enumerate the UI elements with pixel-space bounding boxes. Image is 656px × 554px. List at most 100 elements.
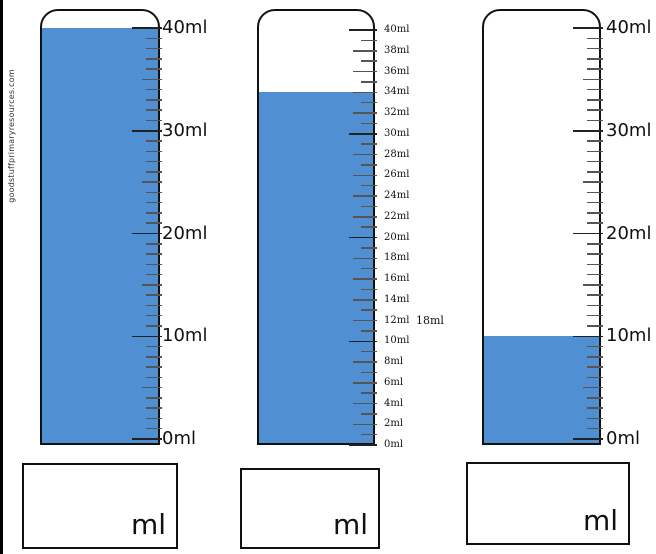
scale-tick [353, 423, 377, 425]
scale-tick [587, 119, 603, 122]
scale-tick [361, 143, 377, 145]
extra-scale-label: 18ml [416, 314, 444, 327]
scale-tick [146, 222, 162, 224]
scale-tick [353, 174, 377, 176]
scale-tick [353, 361, 377, 363]
scale-label: 40ml [606, 17, 652, 38]
scale-tick [361, 39, 377, 42]
scale-tick [146, 294, 162, 296]
scale-tick [587, 273, 603, 276]
scale-tick [132, 130, 162, 132]
scale-tick [587, 37, 603, 40]
scale-tick [587, 376, 603, 379]
scale-tick [361, 164, 377, 166]
scale-label: 2ml [384, 418, 404, 430]
scale-label: 38ml [384, 44, 410, 56]
scale-tick [587, 191, 603, 194]
scale-label: 40ml [384, 24, 410, 35]
scale-tick [146, 397, 162, 399]
scale-label: 10ml [384, 335, 410, 347]
scale-tick [587, 88, 603, 91]
scale-label: 28ml [384, 148, 410, 160]
scale-tick [142, 284, 162, 286]
measuring-cylinder-a [40, 9, 160, 445]
scale-tick [146, 304, 162, 307]
scale-tick [146, 243, 162, 245]
scale-label: 4ml [384, 397, 404, 409]
answer-box-a[interactable]: ml [22, 463, 178, 549]
scale-tick [583, 78, 603, 81]
answer-unit-label: ml [332, 508, 368, 541]
scale-tick [146, 160, 162, 163]
scale-tick [353, 70, 377, 73]
scale-label: 26ml [384, 169, 410, 181]
watermark: goodstuffprimaryresources.com [7, 69, 16, 203]
scale-tick [146, 99, 162, 101]
scale-label: 34ml [384, 86, 410, 98]
scale-tick [146, 273, 162, 276]
scale-tick [361, 184, 377, 187]
scale-label: 20ml [162, 222, 208, 244]
scale-tick [349, 236, 377, 239]
liquid-level [259, 92, 373, 443]
scale-tick [353, 216, 377, 218]
measuring-cylinder-c [482, 9, 601, 445]
scale-tick [146, 58, 162, 60]
scale-tick [353, 195, 377, 197]
scale-tick [573, 27, 603, 29]
liquid-level [42, 28, 158, 443]
scale-tick [146, 366, 162, 368]
scale-tick [587, 150, 603, 153]
scale-tick [146, 253, 162, 255]
scale-label: 6ml [384, 376, 404, 388]
scale-tick [361, 247, 377, 249]
scale-tick [146, 171, 162, 173]
scale-tick [587, 294, 603, 296]
measuring-cylinder-b [257, 9, 375, 445]
scale-tick [146, 37, 162, 40]
scale-tick [361, 101, 377, 104]
scale-tick [573, 130, 603, 132]
scale-tick [587, 58, 603, 60]
scale-tick [132, 438, 162, 440]
scale-tick [361, 330, 377, 332]
scale-tick [146, 47, 162, 50]
scale-tick [132, 27, 162, 29]
scale-tick [587, 222, 603, 224]
scale-tick [361, 350, 377, 353]
scale-tick [361, 205, 377, 208]
scale-tick [361, 413, 377, 415]
scale-tick [146, 325, 162, 327]
scale-tick [146, 201, 162, 204]
scale-tick [587, 243, 603, 245]
answer-box-b[interactable]: ml [240, 468, 380, 549]
scale-tick [353, 91, 377, 93]
scale-tick [361, 122, 377, 125]
scale-tick [146, 417, 162, 420]
scale-tick [587, 314, 603, 317]
scale-tick [142, 78, 162, 81]
scale-tick [349, 340, 377, 342]
scale-tick [361, 392, 377, 394]
scale-label: 0ml [384, 439, 404, 450]
scale-label: 10ml [162, 325, 208, 347]
scale-label: 16ml [384, 273, 410, 284]
scale-tick [587, 417, 603, 420]
answer-box-c[interactable]: ml [466, 462, 630, 545]
scale-label: 30ml [384, 127, 410, 139]
scale-tick [146, 376, 162, 379]
scale-tick [142, 181, 162, 183]
scale-tick [349, 133, 377, 135]
scale-tick [587, 47, 603, 50]
scale-tick [146, 212, 162, 214]
liquid-level [484, 336, 599, 443]
scale-tick [583, 386, 603, 389]
scale-tick [349, 444, 377, 446]
scale-tick [583, 284, 603, 286]
scale-label: 20ml [606, 222, 652, 244]
scale-tick [146, 140, 162, 142]
scale-label: 14ml [384, 293, 410, 305]
scale-label: 0ml [162, 428, 196, 449]
scale-tick [587, 171, 603, 173]
scale-label: 8ml [384, 356, 404, 367]
